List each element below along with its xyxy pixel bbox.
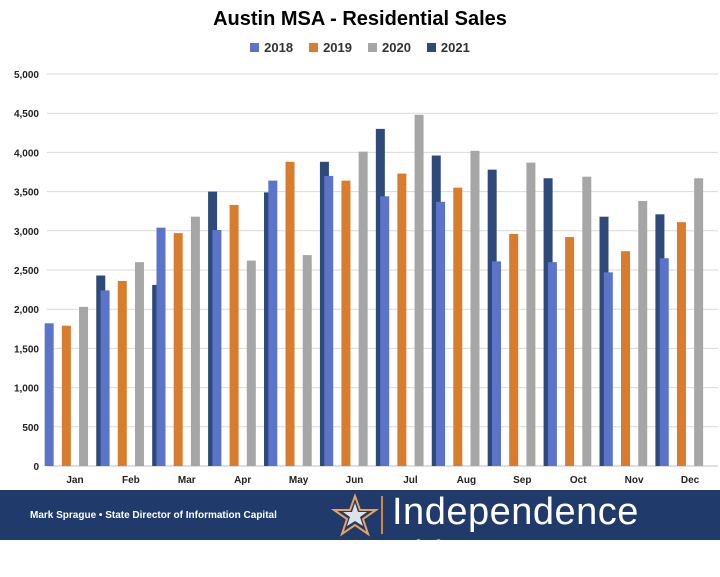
bar-2019-sep — [509, 233, 519, 466]
chart-title: Austin MSA - Residential Sales — [213, 8, 507, 30]
legend-swatch-2018 — [250, 43, 260, 52]
legend-item-2019: 2019 — [309, 40, 352, 55]
legend-label-2018: 2018 — [264, 40, 294, 55]
y-tick-label: 3,500 — [14, 188, 39, 199]
bar-2018-may — [268, 180, 278, 466]
bar-2019-dec — [676, 222, 686, 466]
legend-item-2018: 2018 — [250, 40, 293, 55]
bar-2019-jan — [61, 325, 71, 466]
x-tick-label: Feb — [122, 475, 140, 486]
footer-banner: Mark Sprague • State Director of Informa… — [0, 490, 720, 576]
bar-2019-aug — [453, 187, 463, 466]
x-tick-label: Nov — [625, 475, 644, 486]
bar-2020-nov — [638, 201, 648, 466]
bar-2020-dec — [694, 178, 704, 466]
bar-2019-mar — [173, 233, 183, 466]
footer-brand: Independence Title — [392, 491, 639, 576]
x-tick-label: Jun — [346, 475, 364, 486]
legend-label-2019: 2019 — [323, 40, 352, 55]
bar-2018-sep — [491, 261, 501, 466]
bar-2018-aug — [436, 201, 446, 467]
bar-2018-jul — [380, 196, 390, 466]
y-tick-label: 1,500 — [14, 344, 39, 355]
x-tick-label: Sep — [513, 475, 531, 486]
x-tick-label: Apr — [234, 475, 251, 486]
legend-item-2021: 2021 — [426, 40, 470, 55]
y-tick-label: 2,500 — [14, 266, 39, 277]
bar-2019-jul — [397, 173, 407, 466]
bar-chart: 0 500 1,000 1,500 2,000 2,500 3,000 3,500 4,000 4… — [14, 70, 718, 486]
bar-2019-apr — [229, 204, 239, 467]
footer-divider — [381, 496, 383, 534]
bar-2020-feb — [134, 262, 144, 466]
bar-2019-jun — [341, 180, 351, 466]
legend-label-2021: 2021 — [440, 40, 470, 55]
bar-2018-oct — [547, 262, 557, 466]
bar-2020-jan — [79, 306, 89, 466]
legend-item-2020: 2020 — [368, 40, 411, 55]
bar-2020-sep — [526, 162, 536, 467]
bar-2018-mar — [156, 227, 166, 466]
bar-2020-aug — [470, 150, 480, 466]
bar-2019-oct — [565, 237, 575, 466]
x-tick-label: Jul — [403, 475, 418, 486]
bar-2020-may — [302, 255, 312, 466]
star-logo-icon — [330, 493, 380, 537]
chart-legend: 2018 2019 2020 2021 — [0, 40, 720, 55]
bar-2018-jan — [44, 323, 54, 466]
legend-swatch-2019 — [309, 43, 319, 52]
bar-2019-feb — [117, 280, 127, 466]
bar-2020-jul — [414, 114, 424, 466]
legend-label-2020: 2020 — [382, 40, 411, 55]
legend-swatch-2020 — [368, 43, 377, 52]
bar-2019-nov — [621, 251, 631, 466]
x-tick-label: Jan — [66, 475, 83, 486]
y-tick-label: 2,000 — [14, 305, 39, 316]
x-tick-label: Oct — [570, 475, 587, 486]
y-tick-label: 3,000 — [14, 227, 39, 238]
bar-2020-jun — [358, 151, 368, 466]
bar-2018-feb — [100, 290, 110, 466]
y-tick-label: 5,000 — [14, 70, 39, 81]
bar-2020-oct — [582, 176, 592, 467]
y-tick-label: 4,500 — [14, 109, 39, 120]
footer-credit: Mark Sprague • State Director of Informa… — [30, 510, 277, 521]
x-tick-label: Aug — [457, 475, 476, 486]
bar-2018-dec — [659, 258, 669, 466]
y-tick-label: 4,000 — [14, 148, 39, 159]
y-tick-label: 1,000 — [14, 384, 39, 395]
bar-2018-apr — [212, 230, 222, 466]
x-tick-label: Dec — [681, 475, 700, 486]
bar-2018-jun — [324, 175, 334, 467]
x-tick-label: May — [289, 475, 309, 486]
bar-2019-may — [285, 161, 295, 467]
x-tick-label: Mar — [178, 475, 196, 486]
legend-swatch-2021 — [426, 43, 436, 52]
bar-2020-mar — [190, 216, 200, 466]
bar-2018-nov — [603, 272, 613, 466]
y-tick-label: 500 — [22, 423, 39, 434]
bar-2020-apr — [246, 260, 256, 466]
y-tick-label: 0 — [33, 462, 39, 473]
